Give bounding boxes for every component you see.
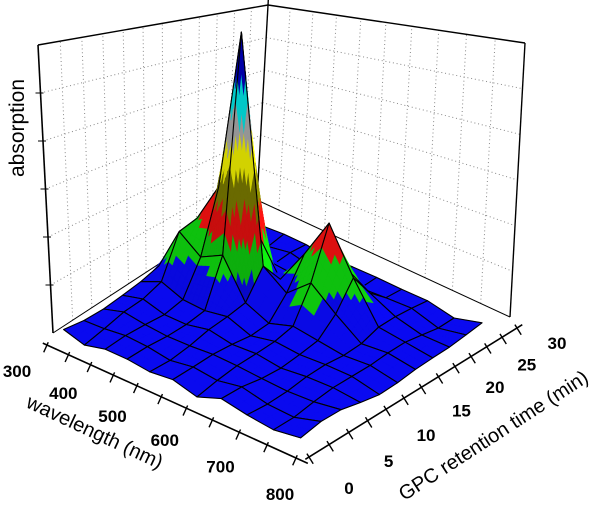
y-tick-label: 0 <box>344 479 353 498</box>
y-tick-label: 10 <box>417 426 436 445</box>
y-tick-label: 20 <box>486 378 505 397</box>
y-tick-label: 30 <box>548 334 567 353</box>
box-walls-grid <box>40 7 523 321</box>
x-tick-label: 600 <box>151 431 179 450</box>
y-tick-label: 5 <box>384 452 393 471</box>
x-tick-label: 800 <box>266 485 294 504</box>
x-tick-label: 400 <box>49 384 77 403</box>
x-tick-label: 700 <box>206 457 234 476</box>
axis-title-wavelength: wavelength (nm) <box>22 391 166 474</box>
surface-mesh <box>63 31 483 439</box>
y-tick-label: 25 <box>517 355 536 374</box>
x-tick-label: 300 <box>3 362 31 381</box>
axis-title-absorption: absorption <box>6 79 29 177</box>
y-tick-label: 15 <box>452 401 471 420</box>
x-tick-label: 500 <box>98 407 126 426</box>
